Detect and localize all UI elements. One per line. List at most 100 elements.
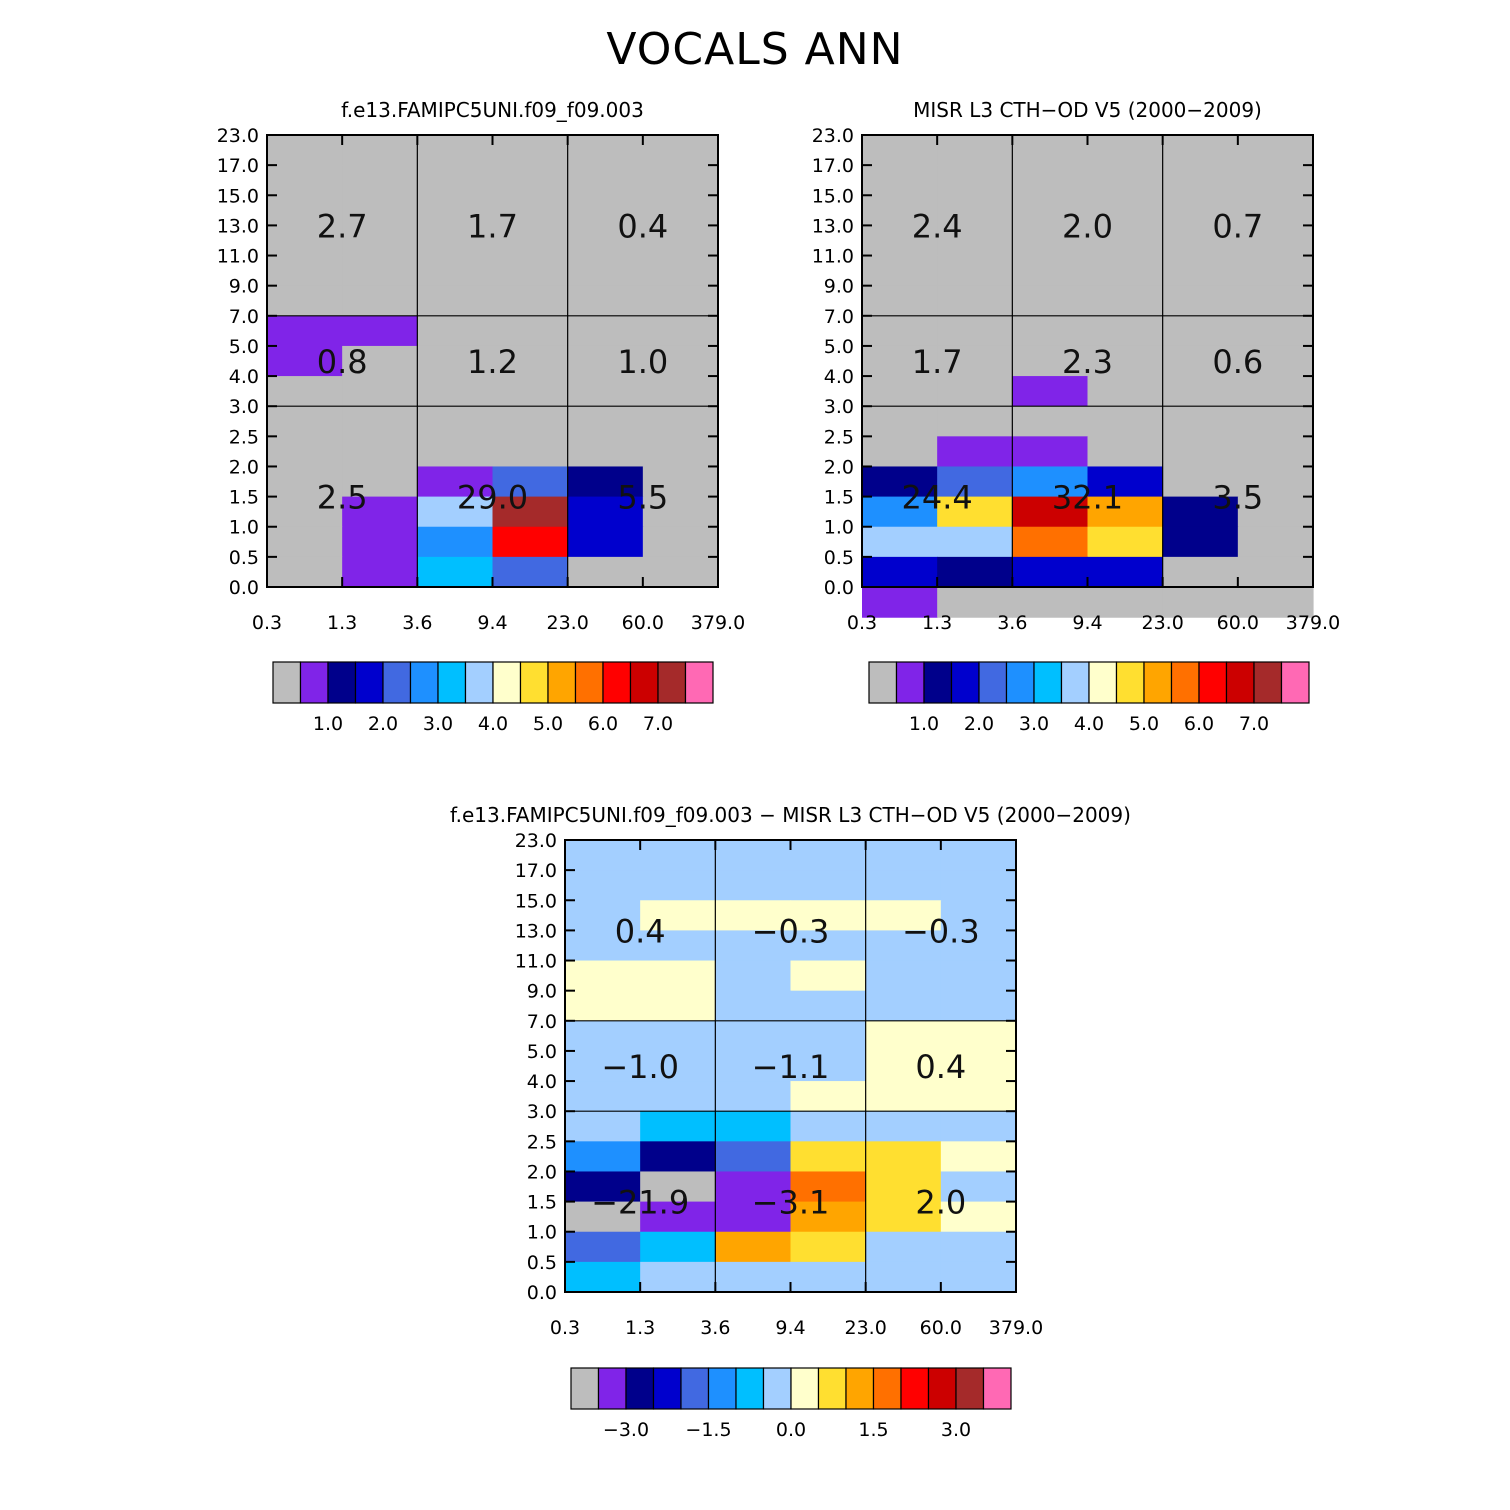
heatmap-cell: [565, 840, 641, 871]
colorbar-swatch: [707, 1367, 737, 1410]
colorbar-swatch: [464, 661, 494, 704]
heatmap-cell: [1012, 526, 1089, 558]
heatmap-cell: [565, 1171, 641, 1203]
heatmap-cell: [267, 255, 343, 287]
heatmap-cell: [417, 526, 494, 558]
heatmap-cell: [1012, 406, 1089, 437]
colorbar-label: 4.0: [1074, 713, 1104, 735]
colorbar-label: 0.0: [776, 1419, 806, 1441]
heatmap-cell: [1087, 556, 1164, 588]
heatmap-cell: [1162, 436, 1239, 468]
colorbar-label: 1.0: [313, 713, 343, 735]
y-tick-label: 2.0: [527, 1161, 557, 1183]
heatmap-cell: [567, 466, 644, 498]
difference-panel: f.e13.FAMIPC5UNI.f09_f09.003 − MISR L3 C…: [450, 803, 1131, 1441]
group-value-label: −0.3: [752, 912, 830, 950]
heatmap-cell: [1012, 345, 1089, 377]
heatmap-cell: [567, 165, 644, 196]
colorbar-swatch: [657, 661, 687, 704]
heatmap-cell: [790, 900, 867, 931]
y-tick-label: 0.0: [229, 577, 259, 599]
heatmap-cell: [565, 990, 641, 1022]
colorbar-label: 3.0: [423, 713, 453, 735]
heatmap-cell: [862, 587, 938, 618]
heatmap-cell: [492, 165, 569, 196]
heatmap-cell: [642, 556, 719, 588]
obs-panel: MISR L3 CTH−OD V5 (2000−2009)0.00.51.01.…: [812, 98, 1341, 735]
x-tick-label: 23.0: [547, 612, 589, 634]
heatmap-cell: [715, 1141, 792, 1173]
colorbar-swatch: [492, 661, 522, 704]
x-tick-label: 1.3: [327, 612, 357, 634]
heatmap-cell: [715, 1231, 792, 1263]
y-tick-label: 2.0: [229, 456, 259, 478]
heatmap-cell: [862, 406, 938, 437]
heatmap-cell: [1237, 315, 1314, 347]
panel-title: f.e13.FAMIPC5UNI.f09_f09.003: [341, 98, 644, 122]
heatmap-cell: [567, 285, 644, 317]
y-tick-label: 7.0: [824, 306, 854, 328]
heatmap-cell: [565, 1231, 641, 1263]
y-tick-label: 7.0: [229, 306, 259, 328]
heatmap-cell: [1087, 255, 1164, 287]
heatmap-cell: [565, 1050, 641, 1082]
y-tick-label: 7.0: [527, 1011, 557, 1033]
heatmap-cell: [267, 406, 343, 437]
y-tick-label: 9.0: [824, 276, 854, 298]
colorbar-swatch: [927, 1367, 957, 1410]
heatmap-cell: [937, 376, 1013, 407]
colorbar-swatch: [354, 661, 384, 704]
heatmap-cell: [1012, 285, 1089, 317]
heatmap-cell: [642, 345, 719, 377]
heatmap-cell: [642, 195, 719, 226]
colorbar-label: 2.0: [368, 713, 398, 735]
heatmap-cell: [1162, 526, 1239, 558]
heatmap-cell: [342, 225, 418, 257]
colorbar: 1.0 2.0 3.0 4.0 5.0 6.0 7.0: [272, 661, 714, 735]
y-tick-label: 23.0: [515, 830, 557, 852]
colorbar-swatch: [437, 661, 467, 704]
y-tick-label: 13.0: [217, 215, 259, 237]
heatmap-cell: [417, 376, 494, 407]
group-value-label: 0.4: [617, 207, 668, 245]
heatmap-cell: [1087, 406, 1164, 437]
heatmap-cell: [790, 1081, 867, 1112]
heatmap-cell: [715, 870, 792, 901]
heatmap-cell: [1087, 587, 1164, 618]
x-tick-label: 1.3: [625, 1317, 655, 1339]
colorbar-label: 5.0: [533, 713, 563, 735]
heatmap-cell: [862, 285, 938, 317]
heatmap-cell: [1237, 526, 1314, 558]
colorbar-swatch: [382, 661, 412, 704]
heatmap-cell: [1162, 496, 1239, 528]
heatmap-cell: [937, 587, 1013, 618]
group-value-label: 5.5: [617, 479, 668, 517]
heatmap-cell: [642, 315, 719, 347]
x-tick-label: 60.0: [920, 1317, 962, 1339]
y-tick-label: 11.0: [217, 246, 259, 268]
heatmap-cell: [865, 1171, 942, 1203]
heatmap-cell: [715, 960, 792, 992]
y-tick-label: 9.0: [527, 981, 557, 1003]
colorbar-swatch: [1198, 661, 1228, 704]
heatmap-cell: [492, 315, 569, 347]
heatmap-cell: [1162, 225, 1239, 257]
heatmap-cell: [790, 1231, 867, 1263]
heatmap-cell: [715, 840, 792, 871]
model-panel: f.e13.FAMIPC5UNI.f09_f09.003 0.0 0.5 1.0 1.5…: [217, 98, 746, 735]
group-value-label: 0.4: [915, 1048, 966, 1086]
y-tick-label: 5.0: [229, 336, 259, 358]
heatmap-cell: [715, 1261, 792, 1293]
y-tick-label: 17.0: [217, 155, 259, 177]
heatmap-cell: [492, 436, 569, 468]
heatmap-cell: [1237, 556, 1314, 588]
heatmap-cell: [1162, 345, 1239, 377]
heatmap-cell: [1012, 225, 1089, 257]
panel-title: f.e13.FAMIPC5UNI.f09_f09.003 − MISR L3 C…: [450, 803, 1131, 827]
heatmap-cell: [865, 1050, 942, 1082]
heatmap-cell: [862, 526, 938, 558]
heatmap-cell: [1162, 406, 1239, 437]
heatmap-cell: [642, 436, 719, 468]
